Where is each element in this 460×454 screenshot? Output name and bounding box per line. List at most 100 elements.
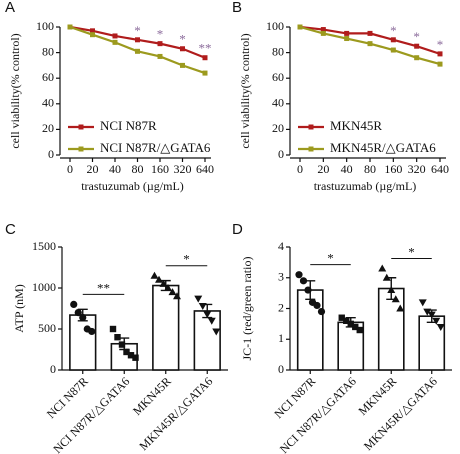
significance: * xyxy=(408,245,415,260)
x-tick-label: 160 xyxy=(151,162,169,176)
data-point xyxy=(168,288,177,296)
point xyxy=(135,37,140,43)
data-point xyxy=(356,326,363,334)
y-tick-label: 500 xyxy=(38,321,56,335)
x-tick-label: 640 xyxy=(196,162,214,176)
x-tick-label: 160 xyxy=(384,162,402,176)
data-point xyxy=(70,300,78,308)
data-point xyxy=(150,271,159,279)
y-tick-label: 80 xyxy=(272,44,284,58)
data-point xyxy=(79,313,87,322)
significance: * xyxy=(179,32,186,47)
y-tick-label: 100 xyxy=(36,19,54,33)
point xyxy=(90,28,95,34)
panel-label: B xyxy=(232,0,242,16)
x-tick-label: MKN45R/△GATA6 xyxy=(136,374,215,453)
y-axis-label: JC-1 (red/green ratio) xyxy=(240,257,254,361)
x-tick-label: 0 xyxy=(67,162,73,176)
data-point xyxy=(352,323,359,331)
significance: * xyxy=(390,23,397,38)
point xyxy=(367,30,373,36)
x-tick-label: 40 xyxy=(109,162,121,176)
x-tick-label: 80 xyxy=(364,162,376,176)
data-point xyxy=(378,264,387,272)
significance: ** xyxy=(97,280,110,295)
significance: * xyxy=(437,37,444,52)
data-point xyxy=(203,311,212,319)
point xyxy=(112,39,118,45)
y-tick-label: 80 xyxy=(42,44,54,58)
significance: * xyxy=(413,29,420,44)
x-tick-label: MKN45R/△GATA6 xyxy=(361,374,440,453)
x-tick-label: 20 xyxy=(87,162,99,176)
y-axis-label: cell viability(% control) xyxy=(8,33,22,148)
y-tick-label: 0 xyxy=(48,147,54,161)
point xyxy=(344,30,350,36)
data-point xyxy=(382,273,391,281)
legend-label: NCI N87R/△GATA6 xyxy=(100,140,211,155)
legend-label: MKN45R xyxy=(330,118,382,133)
data-point xyxy=(317,307,326,316)
point xyxy=(437,61,443,67)
bar xyxy=(69,314,97,371)
x-axis-label: trastuzumab (µg/mL) xyxy=(314,179,417,193)
point xyxy=(180,62,185,68)
x-tick-label: NCI N87R/△GATA6 xyxy=(277,374,359,454)
y-tick-label: 1 xyxy=(278,331,284,345)
y-tick-label: 60 xyxy=(42,70,54,84)
data-point xyxy=(198,303,207,311)
point xyxy=(414,43,420,49)
point xyxy=(157,53,163,59)
significance: * xyxy=(157,27,164,42)
y-tick-label: 2 xyxy=(278,300,284,314)
legend-marker xyxy=(78,124,84,130)
x-tick-label: 320 xyxy=(174,162,192,176)
x-tick-label: 0 xyxy=(297,162,303,176)
x-tick-label: 640 xyxy=(431,162,449,176)
y-tick-label: 0 xyxy=(50,362,56,376)
y-tick-label: 1500 xyxy=(32,239,56,253)
panel-label: C xyxy=(5,221,16,238)
point xyxy=(390,37,396,43)
significance: * xyxy=(134,23,141,38)
point xyxy=(390,47,396,53)
legend-label: MKN45R/△GATA6 xyxy=(330,140,436,155)
data-point xyxy=(347,320,354,328)
bar xyxy=(193,310,221,371)
data-point xyxy=(343,317,350,324)
data-point xyxy=(159,279,168,287)
panel-label: D xyxy=(232,221,243,238)
data-point xyxy=(396,304,405,312)
point xyxy=(202,70,208,76)
panel-label: A xyxy=(5,0,15,16)
legend-marker xyxy=(308,146,314,152)
point xyxy=(367,41,373,47)
data-point xyxy=(109,325,117,333)
y-axis-label: cell viability(% control) xyxy=(238,33,252,148)
legend-marker xyxy=(78,146,84,152)
data-point xyxy=(194,295,203,303)
data-point xyxy=(304,286,312,294)
data-point xyxy=(207,317,216,325)
x-tick-label: NCI N87R/△GATA6 xyxy=(50,374,132,454)
point xyxy=(90,32,95,38)
data-point xyxy=(313,301,321,310)
x-tick-label: 40 xyxy=(341,162,353,176)
x-tick-label: 20 xyxy=(317,162,329,176)
y-tick-label: 0 xyxy=(278,147,284,161)
data-point xyxy=(118,341,126,348)
data-point xyxy=(427,311,436,319)
legend-label: NCI N87R xyxy=(100,118,157,133)
data-point xyxy=(423,308,432,316)
y-tick-label: 1000 xyxy=(32,280,56,294)
x-tick-label: 320 xyxy=(408,162,426,176)
point xyxy=(112,33,118,39)
y-tick-label: 40 xyxy=(272,96,284,110)
point xyxy=(157,41,163,47)
data-point xyxy=(295,271,303,279)
y-tick-label: 20 xyxy=(42,121,54,135)
point xyxy=(320,27,326,33)
y-tick-label: 60 xyxy=(272,70,284,84)
y-axis-label: ATP (nM) xyxy=(12,284,26,333)
data-point xyxy=(123,348,130,356)
